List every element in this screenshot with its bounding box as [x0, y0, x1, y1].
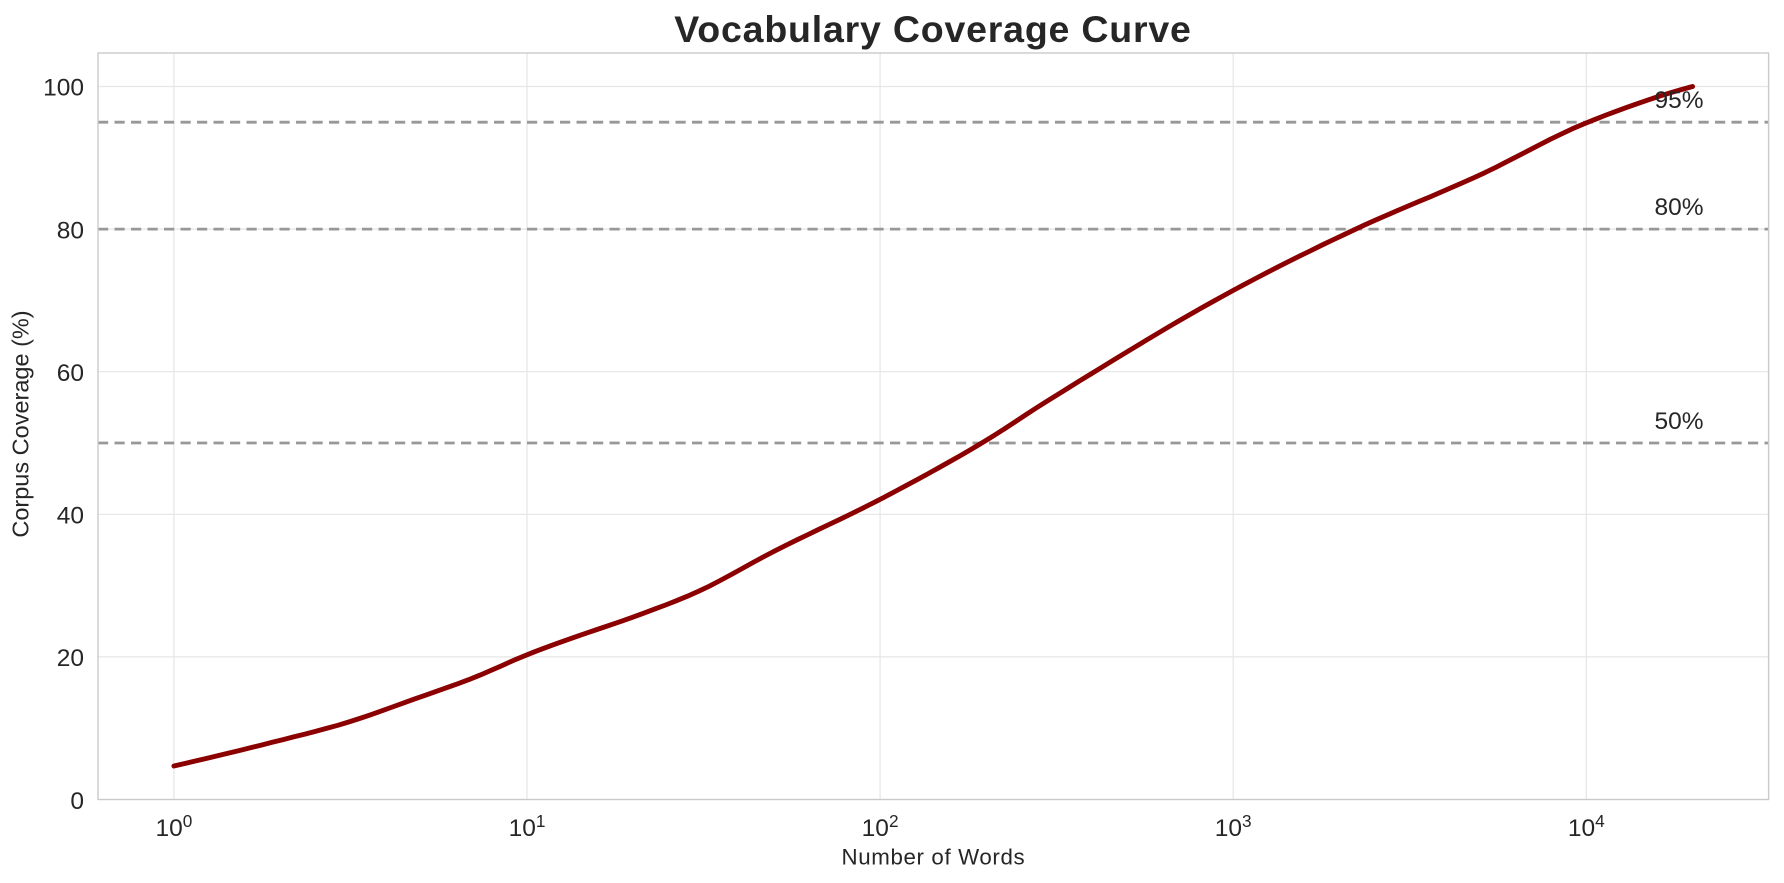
svg-text:100: 100	[43, 74, 84, 101]
svg-text:20: 20	[57, 645, 84, 672]
svg-text:Vocabulary Coverage Curve: Vocabulary Coverage Curve	[674, 8, 1191, 50]
svg-text:95%: 95%	[1654, 87, 1703, 114]
svg-text:Number of Words: Number of Words	[842, 844, 1026, 869]
svg-text:80%: 80%	[1654, 194, 1703, 221]
svg-text:60: 60	[57, 360, 84, 387]
svg-text:40: 40	[57, 503, 84, 530]
svg-text:80: 80	[57, 217, 84, 244]
svg-text:50%: 50%	[1654, 408, 1703, 435]
svg-text:Corpus Coverage (%): Corpus Coverage (%)	[8, 310, 34, 537]
svg-text:0: 0	[70, 788, 84, 815]
